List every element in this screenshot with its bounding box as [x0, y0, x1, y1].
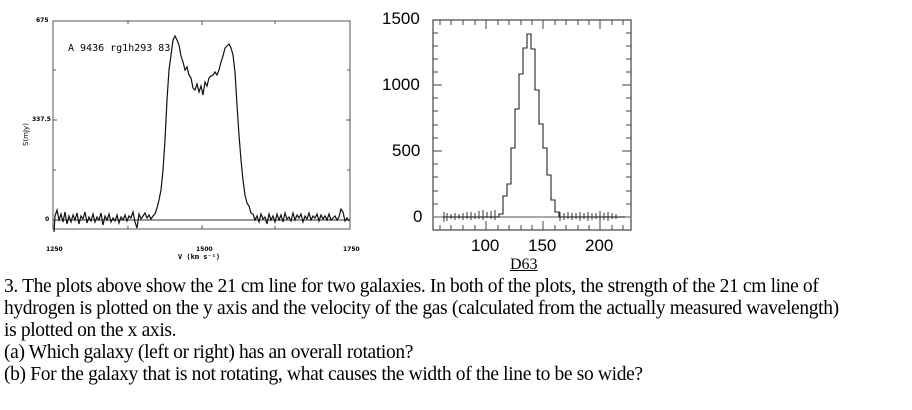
left-y-axis-label: S(mJy) — [22, 123, 30, 146]
left-x-tick-1250: 1250 — [46, 246, 63, 253]
right-x-tick-200: 200 — [585, 236, 614, 255]
right-chart-caption: D63 — [510, 256, 538, 273]
right-x-tick-100: 100 — [471, 236, 500, 255]
right-x-tick-150: 150 — [528, 236, 557, 255]
right-chart-plot — [432, 19, 632, 231]
left-chart-plot — [52, 20, 351, 233]
question-line-2: hydrogen is plotted on the y axis and th… — [4, 298, 839, 319]
question-part-a: (a) Which galaxy (left or right) has an … — [4, 342, 414, 363]
left-x-tick-1500: 1500 — [196, 246, 213, 253]
right-y-tick-1000: 1000 — [382, 75, 420, 94]
right-y-tick-1500: 1500 — [382, 9, 420, 28]
question-line-1: 3. The plots above show the 21 cm line f… — [4, 276, 819, 297]
right-chart: 1500 1000 500 0 100 150 200 D63 — [370, 0, 640, 275]
left-x-axis-label: V (km s⁻¹) — [178, 253, 221, 261]
left-y-tick-337: 337.5 — [32, 116, 51, 123]
left-chart: 675 337.5 0 1250 1500 1750 V (km s⁻¹) S(… — [0, 0, 360, 270]
right-y-tick-0: 0 — [413, 207, 423, 226]
left-chart-annotation: A 9436 rg1h293 83 — [68, 43, 171, 54]
question-line-3: is plotted on the x axis. — [4, 320, 177, 341]
right-y-tick-500: 500 — [392, 141, 421, 160]
left-x-tick-1750: 1750 — [343, 246, 360, 253]
question-part-b: (b) For the galaxy that is not rotating,… — [4, 364, 643, 385]
left-y-tick-675: 675 — [36, 17, 49, 24]
left-y-tick-0: 0 — [45, 216, 50, 223]
question-block: 3. The plots above show the 21 cm line f… — [4, 276, 910, 386]
